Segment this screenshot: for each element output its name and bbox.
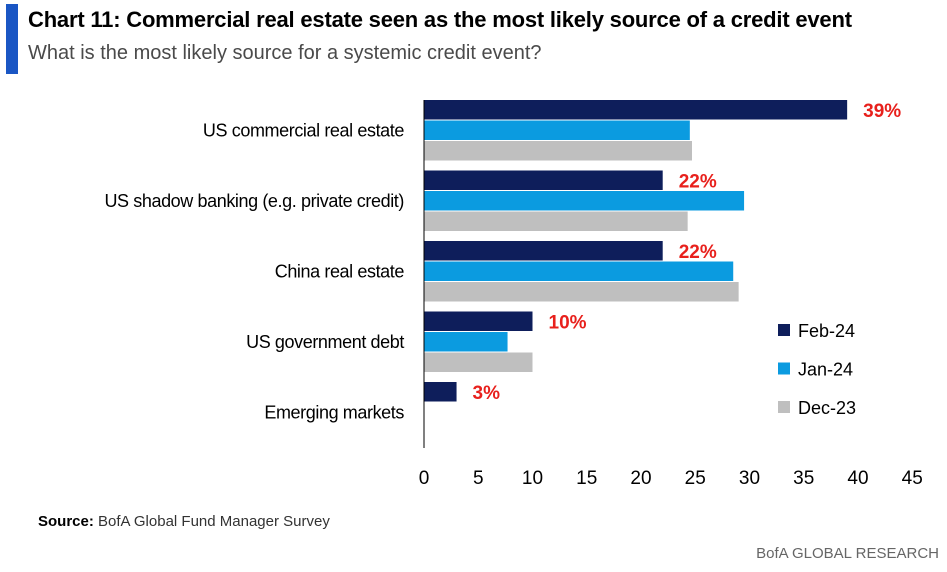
source-text: BofA Global Fund Manager Survey [93, 513, 330, 530]
data-label-4: 3% [473, 383, 501, 404]
legend-label-dec-23: Dec-23 [798, 398, 856, 418]
bar-dec-23-3 [424, 352, 533, 372]
bar-feb-24-0 [424, 100, 848, 120]
bar-jan-24-3 [424, 332, 508, 352]
x-tick-label-30: 30 [739, 468, 760, 489]
category-label-4: Emerging markets [264, 402, 404, 422]
legend-label-feb-24: Feb-24 [798, 321, 855, 341]
source-label: Source: [38, 513, 94, 530]
bar-jan-24-2 [424, 261, 734, 281]
x-tick-label-15: 15 [576, 468, 597, 489]
brand-footer: BofA GLOBAL RESEARCH [756, 545, 939, 562]
bar-feb-24-1 [424, 170, 663, 190]
legend-label-jan-24: Jan-24 [798, 360, 853, 380]
bar-dec-23-2 [424, 282, 739, 302]
bar-feb-24-4 [424, 382, 457, 402]
chart-subtitle: What is the most likely source for a sys… [28, 42, 542, 64]
source-note: Source: BofA Global Fund Manager Survey [38, 513, 330, 530]
data-label-0: 39% [863, 101, 901, 122]
category-label-3: US government debt [246, 332, 404, 352]
x-tick-label-5: 5 [473, 468, 484, 489]
category-label-0: US commercial real estate [203, 120, 404, 140]
legend-swatch-dec-23 [778, 401, 790, 413]
chart-title: Chart 11: Commercial real estate seen as… [28, 7, 852, 32]
bar-jan-24-0 [424, 120, 690, 140]
data-label-2: 22% [679, 242, 717, 263]
category-label-2: China real estate [275, 261, 405, 281]
legend-swatch-jan-24 [778, 362, 790, 375]
x-tick-label-0: 0 [419, 468, 430, 489]
legend-swatch-feb-24 [778, 324, 790, 336]
bar-jan-24-1 [424, 191, 745, 211]
x-tick-label-35: 35 [793, 468, 814, 489]
bar-feb-24-3 [424, 311, 533, 331]
x-tick-label-10: 10 [522, 468, 543, 489]
title-accent-bar [6, 4, 18, 74]
bar-chart: US commercial real estate US shadow banki… [104, 100, 923, 489]
x-tick-label-40: 40 [847, 468, 868, 489]
data-label-1: 22% [679, 171, 717, 192]
bar-dec-23-0 [424, 141, 692, 161]
data-label-3: 10% [549, 312, 587, 333]
x-tick-label-45: 45 [902, 468, 923, 489]
x-tick-label-20: 20 [630, 468, 651, 489]
category-label-1: US shadow banking (e.g. private credit) [104, 191, 404, 211]
bar-dec-23-1 [424, 211, 688, 231]
x-tick-label-25: 25 [685, 468, 706, 489]
bar-feb-24-2 [424, 241, 663, 261]
